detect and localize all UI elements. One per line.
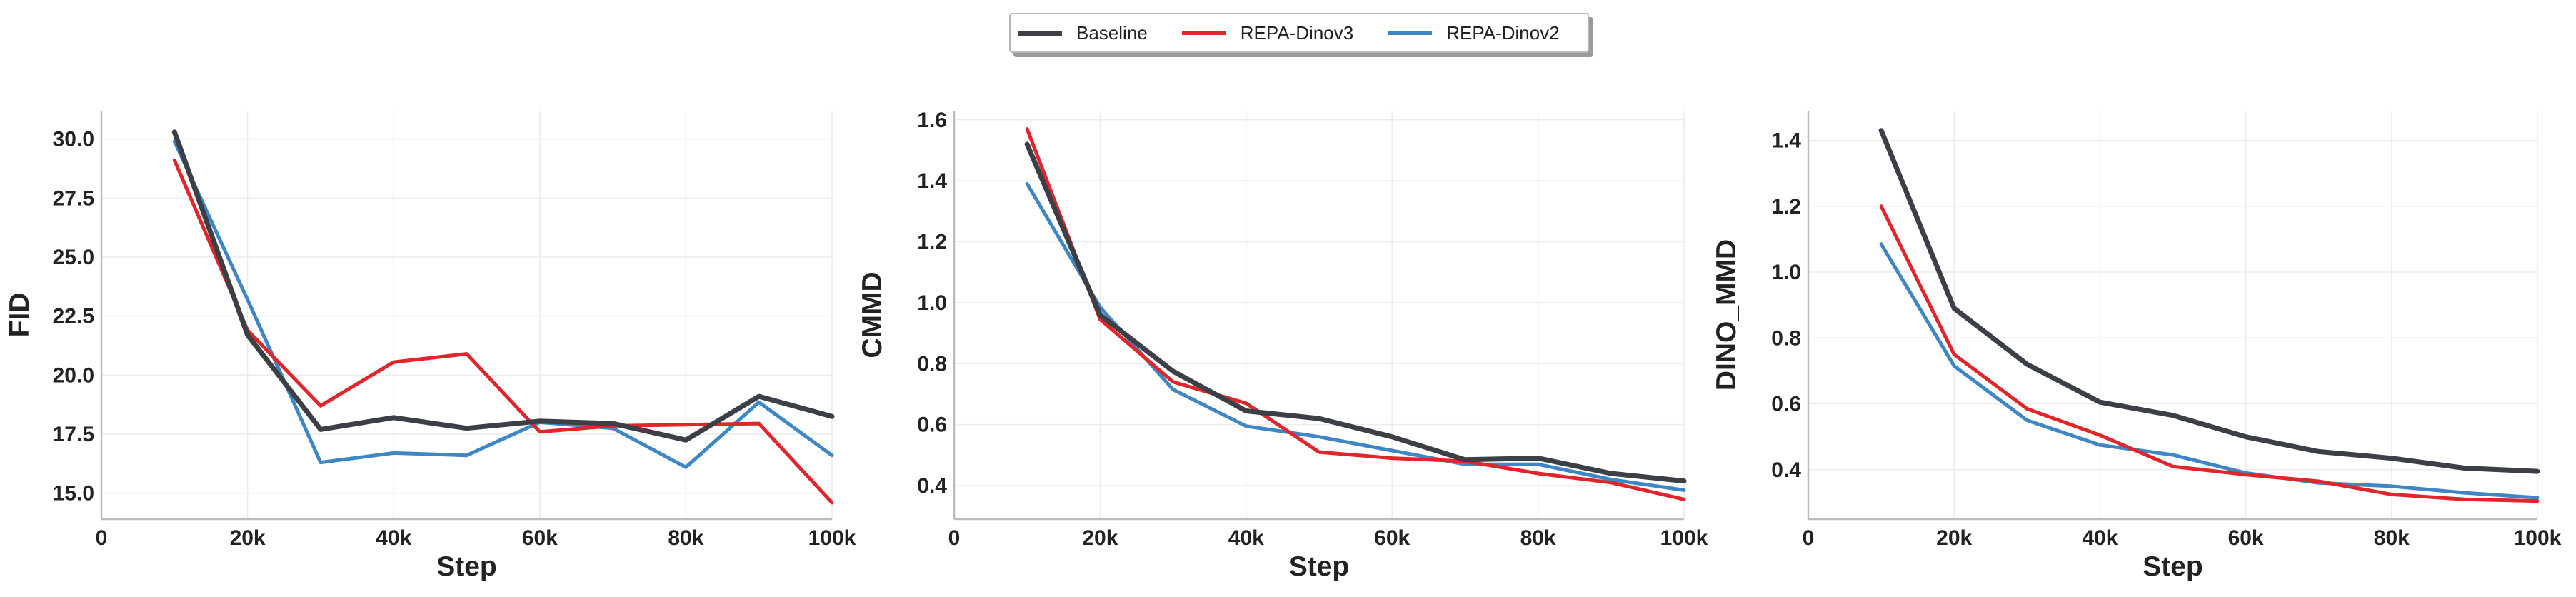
series-line-baseline — [171, 129, 835, 443]
x-axis-label: Step — [2143, 551, 2203, 582]
series-line-baseline — [1024, 141, 1687, 484]
y-tick-label: 1.0 — [917, 291, 947, 315]
y-tick-label: 1.4 — [1771, 129, 1801, 153]
y-tick-label: 27.5 — [53, 186, 94, 210]
x-axis-label: Step — [436, 551, 497, 582]
y-tick-label: 0.6 — [917, 413, 947, 437]
x-tick-label: 20k — [1936, 526, 1972, 550]
series-line-baseline — [1878, 128, 2540, 474]
legend-swatch-repa-dinov2 — [1388, 31, 1433, 35]
chart-panel-1: 0 20k 40k 60k 80k 100k 15.0 17.5 20.0 22.5 25.0 27.… — [4, 111, 856, 582]
x-tick-label: 40k — [2082, 526, 2118, 550]
y-tick-label: 1.6 — [917, 109, 947, 132]
y-axis-label: DINO_MMD — [1711, 239, 1742, 391]
y-tick-label: 1.2 — [1771, 195, 1801, 219]
x-tick-label: 0 — [96, 526, 108, 550]
y-tick-label: 22.5 — [53, 305, 94, 328]
y-tick-label: 1.2 — [917, 231, 947, 254]
chart-panel-3: 0 20k 40k 60k 80k 100k 0.4 0.6 0.8 1.0 1.2 1.4 Step D… — [1711, 111, 2562, 582]
x-tick-label: 60k — [1374, 526, 1410, 550]
x-tick-label: 80k — [668, 526, 703, 550]
legend-entry-repa-dinov2: REPA-Dinov2 — [1388, 21, 1560, 44]
legend-swatch-repa-dinov3 — [1181, 31, 1226, 35]
x-tick-label: 60k — [2228, 526, 2264, 550]
y-tick-label: 25.0 — [53, 246, 94, 269]
legend: Baseline REPA-Dinov3 REPA-Dinov2 — [1009, 13, 1589, 53]
series-line-repa-dinov2 — [1879, 242, 2540, 500]
series-line-repa-dinov3 — [1025, 127, 1686, 501]
legend-entry-baseline: Baseline — [1018, 22, 1148, 44]
x-tick-label: 100k — [1660, 526, 1708, 550]
x-tick-label: 0 — [1803, 526, 1815, 550]
y-tick-label: 30.0 — [53, 128, 94, 151]
series-line-repa-dinov2 — [172, 139, 834, 469]
x-tick-label: 40k — [1228, 526, 1264, 550]
y-tick-label: 1.4 — [917, 169, 947, 193]
x-tick-label: 20k — [1082, 526, 1118, 550]
y-tick-label: 0.8 — [917, 352, 947, 376]
x-tick-label: 100k — [808, 526, 856, 550]
y-tick-label: 15.0 — [53, 482, 94, 506]
x-tick-label: 40k — [376, 526, 411, 550]
y-tick-label: 20.0 — [53, 363, 94, 387]
legend-entry-repa-dinov3: REPA-Dinov3 — [1181, 21, 1354, 44]
legend-swatch-baseline — [1018, 30, 1062, 36]
legend-label-repa-dinov2: REPA-Dinov2 — [1446, 21, 1560, 44]
y-tick-label: 17.5 — [53, 423, 94, 446]
y-axis-label: CMMD — [857, 271, 888, 358]
y-axis-label: FID — [4, 293, 35, 338]
x-tick-label: 0 — [948, 526, 961, 550]
x-axis-label: Step — [1289, 551, 1350, 582]
y-tick-label: 1.0 — [1771, 261, 1801, 284]
x-tick-label: 80k — [1520, 526, 1556, 550]
x-tick-label: 60k — [522, 526, 558, 550]
chart-panel-2: 0 20k 40k 60k 80k 100k 0.4 0.6 0.8 1.0 1.2 1.4 1.6 St… — [857, 109, 1708, 582]
x-tick-label: 20k — [230, 526, 266, 550]
y-tick-label: 0.4 — [917, 474, 947, 498]
legend-label-repa-dinov3: REPA-Dinov3 — [1240, 21, 1354, 44]
x-tick-label: 100k — [2514, 526, 2562, 550]
series-line-repa-dinov3 — [1879, 204, 2540, 503]
y-tick-label: 0.6 — [1771, 393, 1801, 416]
x-tick-label: 80k — [2374, 526, 2410, 550]
legend-label-baseline: Baseline — [1076, 21, 1148, 44]
y-tick-label: 0.8 — [1771, 326, 1801, 350]
y-tick-label: 0.4 — [1771, 458, 1801, 482]
series-line-repa-dinov3 — [172, 158, 834, 505]
